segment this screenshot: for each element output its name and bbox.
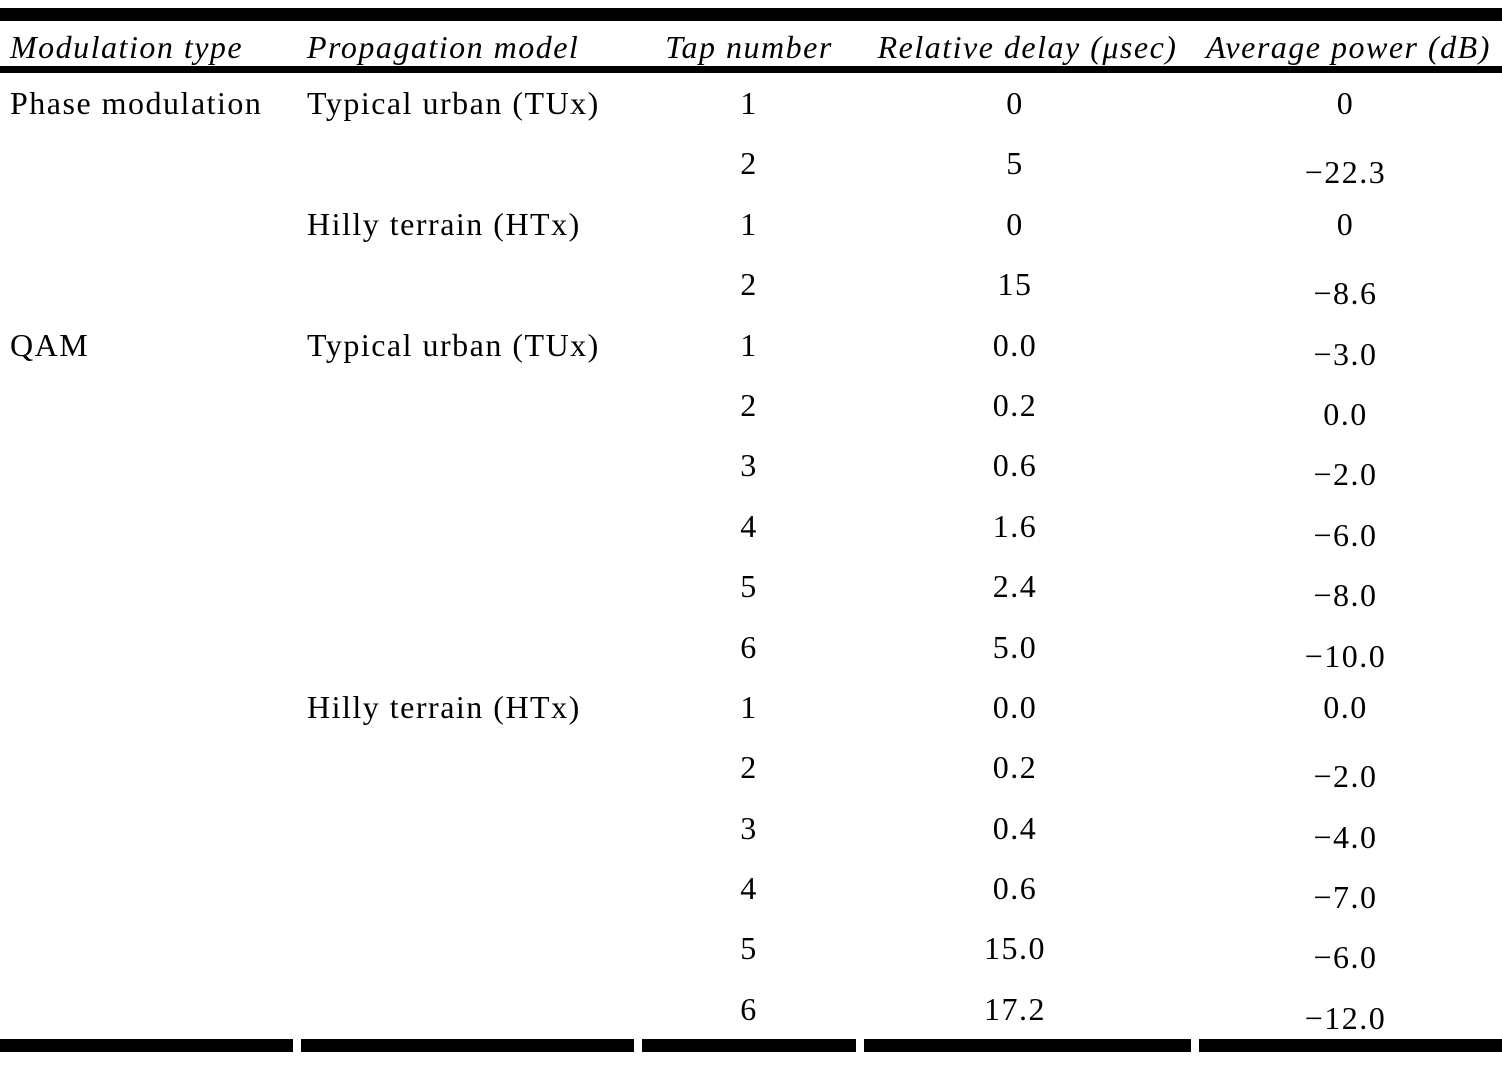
cell-propagation-model — [297, 254, 638, 314]
cell-propagation-model — [297, 133, 638, 193]
cell-propagation-model — [297, 375, 638, 435]
cell-modulation-type — [0, 737, 297, 797]
cell-tap-number: 2 — [740, 145, 758, 182]
header-propagation-model: Propagation model — [307, 29, 580, 65]
cell-average-power: −10.0 — [1304, 637, 1387, 674]
cell-tap-number: 3 — [740, 809, 758, 846]
cell-propagation-model — [297, 798, 638, 858]
cell-relative-delay: 0.0 — [992, 326, 1038, 363]
cell-propagation-model — [297, 918, 638, 978]
cell-relative-delay: 0.6 — [992, 870, 1038, 907]
cell-relative-delay: 15 — [997, 266, 1033, 303]
cell-modulation-type — [0, 858, 297, 918]
cell-relative-delay: 0 — [1006, 85, 1024, 121]
cell-average-power: −2.0 — [1313, 456, 1378, 493]
header-tap-number: Tap number — [665, 29, 833, 65]
cell-modulation-type — [0, 918, 297, 978]
cell-tap-number: 5 — [740, 568, 758, 605]
bottom-rule-segment — [1199, 1039, 1502, 1052]
cell-tap-number: 6 — [740, 990, 758, 1027]
cell-relative-delay: 17.2 — [984, 990, 1046, 1027]
cell-modulation-type — [0, 254, 297, 314]
cell-modulation-type — [0, 979, 297, 1039]
cell-propagation-model: Hilly terrain (HTx) — [307, 205, 581, 242]
cell-propagation-model: Typical urban (TUx) — [307, 326, 600, 363]
cell-modulation-type — [0, 617, 297, 677]
cell-average-power: −3.0 — [1313, 335, 1378, 372]
cell-relative-delay: 5.0 — [992, 628, 1038, 665]
cell-tap-number: 4 — [740, 870, 758, 907]
cell-average-power: 0.0 — [1323, 688, 1368, 725]
cell-modulation-type — [0, 435, 297, 495]
cell-tap-number: 4 — [740, 507, 758, 544]
cell-tap-number: 6 — [740, 628, 758, 665]
cell-average-power: −22.3 — [1304, 154, 1387, 191]
cell-tap-number: 1 — [740, 688, 758, 725]
bottom-rule-segment — [642, 1039, 856, 1052]
cell-average-power: −12.0 — [1304, 999, 1387, 1036]
cell-average-power: −7.0 — [1313, 879, 1378, 916]
cell-average-power: −6.0 — [1313, 939, 1378, 976]
cell-tap-number: 2 — [740, 386, 758, 423]
cell-relative-delay: 0.2 — [992, 749, 1038, 786]
cell-average-power: 0 — [1336, 205, 1355, 242]
cell-propagation-model — [297, 556, 638, 616]
cell-average-power: −2.0 — [1313, 758, 1378, 795]
cell-propagation-model: Hilly terrain (HTx) — [307, 688, 581, 725]
cell-relative-delay: 1.6 — [992, 507, 1038, 544]
cell-propagation-model — [297, 979, 638, 1039]
table-header-rule — [0, 66, 1502, 73]
cell-propagation-model — [297, 737, 638, 797]
table-header-row: Modulation type Propagation model Tap nu… — [0, 21, 1502, 66]
cell-tap-number: 2 — [740, 266, 758, 303]
cell-tap-number: 1 — [740, 205, 758, 242]
cell-relative-delay: 0 — [1006, 205, 1024, 242]
cell-average-power: −8.6 — [1313, 275, 1378, 312]
cell-propagation-model — [297, 496, 638, 556]
header-relative-delay: Relative delay (μsec) — [877, 29, 1178, 65]
cell-average-power: −4.0 — [1313, 818, 1378, 855]
cell-tap-number: 5 — [740, 930, 758, 967]
cell-modulation-type — [0, 194, 297, 254]
bottom-rule-segment — [301, 1039, 634, 1052]
header-modulation-type: Modulation type — [10, 29, 244, 65]
table-body: Phase modulation Typical urban (TUx) 1 0… — [0, 73, 1502, 1039]
bottom-rule-segment — [864, 1039, 1191, 1052]
cell-propagation-model — [297, 435, 638, 495]
cell-modulation-type — [0, 375, 297, 435]
cell-relative-delay: 0.6 — [992, 447, 1038, 484]
table-top-rule — [0, 8, 1502, 21]
cell-relative-delay: 15.0 — [984, 930, 1046, 967]
cell-propagation-model — [297, 617, 638, 677]
cell-modulation-type — [0, 133, 297, 193]
cell-modulation-type — [0, 798, 297, 858]
cell-tap-number: 1 — [740, 326, 758, 363]
cell-modulation-type — [0, 556, 297, 616]
cell-tap-number: 1 — [740, 85, 758, 121]
header-average-power: Average power (dB) — [1206, 29, 1491, 65]
cell-propagation-model: Typical urban (TUx) — [307, 85, 600, 121]
cell-average-power: 0 — [1336, 85, 1355, 121]
cell-relative-delay: 2.4 — [992, 568, 1038, 605]
cell-propagation-model — [297, 858, 638, 918]
cell-average-power: −8.0 — [1313, 577, 1378, 614]
cell-tap-number: 3 — [740, 447, 758, 484]
cell-tap-number: 2 — [740, 749, 758, 786]
cell-average-power: −6.0 — [1313, 516, 1378, 553]
cell-modulation-type: QAM — [10, 326, 90, 363]
cell-modulation-type — [0, 496, 297, 556]
cell-modulation-type: Phase modulation — [10, 85, 263, 121]
cell-relative-delay: 0.2 — [992, 386, 1038, 423]
cell-relative-delay: 5 — [1006, 145, 1024, 182]
cell-relative-delay: 0.4 — [992, 809, 1038, 846]
table-bottom-rule — [0, 1039, 1502, 1052]
bottom-rule-segment — [0, 1039, 293, 1052]
cell-relative-delay: 0.0 — [992, 688, 1038, 725]
cell-modulation-type — [0, 677, 297, 737]
cell-average-power: 0.0 — [1323, 395, 1368, 432]
